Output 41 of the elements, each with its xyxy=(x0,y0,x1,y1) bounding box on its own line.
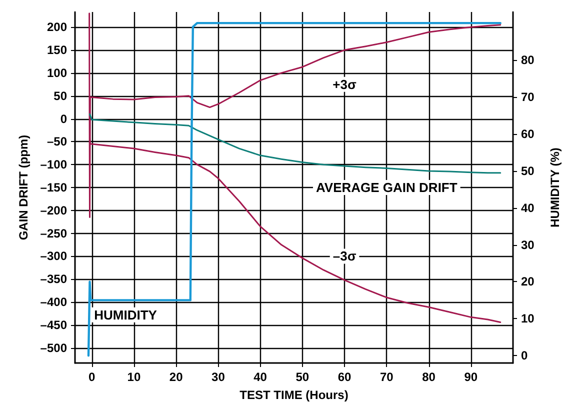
x-tick-label: 20 xyxy=(169,370,184,384)
x-axis-title: TEST TIME (Hours) xyxy=(240,388,348,402)
y2-tick-label: 50 xyxy=(521,164,535,178)
y2-axis-title: HUMIDITY (%) xyxy=(548,148,562,228)
y2-tick-label: 0 xyxy=(521,348,528,363)
x-tick-label: 30 xyxy=(212,370,226,384)
y-tick-label: –400 xyxy=(40,295,68,310)
y-axis-title: GAIN DRIFT (ppm) xyxy=(16,134,30,240)
x-tick-label: 90 xyxy=(464,370,478,384)
annotation: HUMIDITY xyxy=(94,307,158,322)
y-tick-label: –200 xyxy=(40,203,68,218)
y-tick-label: 200 xyxy=(46,20,68,34)
y2-tick-label: 30 xyxy=(521,238,535,252)
y2-tick-label: 10 xyxy=(521,312,535,326)
y2-tick-label: 80 xyxy=(521,53,535,68)
y-tick-label: –500 xyxy=(40,340,68,355)
y-tick-label: 100 xyxy=(46,66,68,80)
y-tick-label: 150 xyxy=(46,43,68,58)
y-tick-label: –350 xyxy=(40,272,68,286)
y2-tick-label: 20 xyxy=(521,274,535,289)
x-tick-label: 60 xyxy=(338,370,352,384)
x-tick-label: 70 xyxy=(380,370,394,384)
y-tick-label: –50 xyxy=(46,134,68,149)
y-tick-label: –450 xyxy=(40,318,68,332)
x-tick-label: 0 xyxy=(88,370,96,384)
y-tick-label: –250 xyxy=(40,226,68,240)
y-tick-label: –300 xyxy=(40,249,68,264)
y2-tick-label: 40 xyxy=(521,200,535,215)
x-tick-label: 10 xyxy=(127,370,141,384)
x-tick-label: 50 xyxy=(296,370,310,384)
annotation: AVERAGE GAIN DRIFT xyxy=(316,180,458,195)
y-tick-label: –150 xyxy=(40,180,68,194)
x-tick-label: 40 xyxy=(254,370,268,384)
y-tick-label: 50 xyxy=(54,88,68,103)
y2-tick-label: 60 xyxy=(521,126,535,141)
y-tick-label: 0 xyxy=(60,112,68,126)
annotation: –3σ xyxy=(332,248,356,264)
y-tick-label: –100 xyxy=(40,158,68,172)
annotation: +3σ xyxy=(332,76,356,92)
y2-tick-label: 70 xyxy=(521,90,535,104)
x-tick-label: 80 xyxy=(422,370,436,384)
